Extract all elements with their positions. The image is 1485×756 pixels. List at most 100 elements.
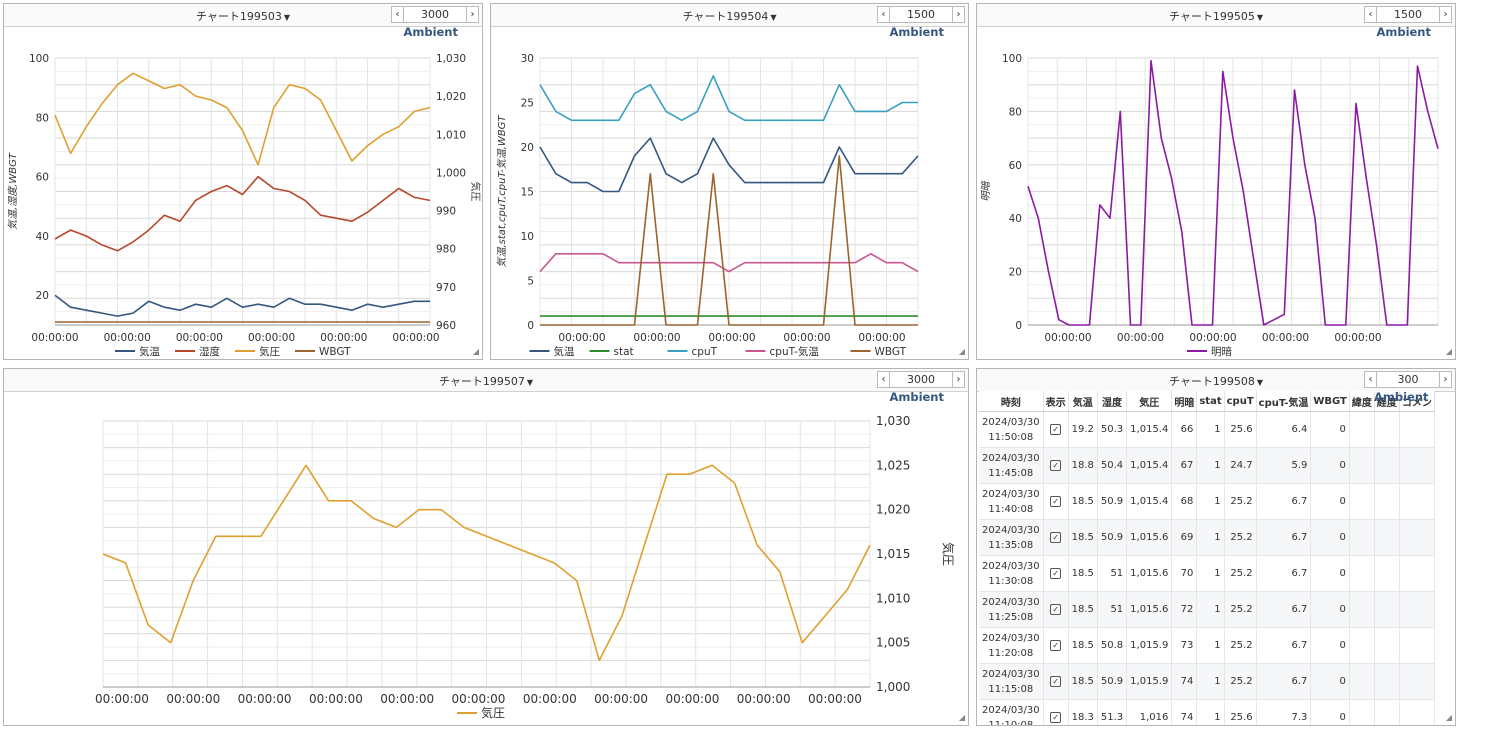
cell-wbgt: 0 bbox=[1310, 591, 1350, 628]
show-checkbox-icon[interactable]: ✓ bbox=[1050, 532, 1062, 543]
table-row[interactable]: 2024/03/30 11:20:08 ✓ 18.5 50.8 1,015.9 73 1 25.… bbox=[979, 627, 1435, 664]
y-tick-label: 80 bbox=[1009, 106, 1022, 118]
y2-tick-label: 1,010 bbox=[436, 129, 466, 141]
prev-button[interactable]: ‹ bbox=[877, 6, 890, 23]
legend-label: 気圧 bbox=[481, 705, 505, 720]
legend-label: stat bbox=[614, 346, 634, 358]
chart-title-dropdown[interactable]: チャート199504 ▼ bbox=[491, 8, 968, 24]
show-checkbox-icon[interactable]: ✓ bbox=[1050, 568, 1062, 579]
chart-title-dropdown[interactable]: チャート199503 ▼ bbox=[4, 8, 482, 24]
resize-handle[interactable]: ◢ bbox=[1445, 713, 1452, 722]
pager: ‹ › bbox=[391, 6, 479, 23]
prev-button[interactable]: ‹ bbox=[1364, 6, 1377, 23]
cell-show: ✓ bbox=[1043, 591, 1069, 628]
column-header[interactable]: 経度 bbox=[1374, 391, 1400, 412]
pager: ‹ › bbox=[877, 371, 965, 388]
show-checkbox-icon[interactable]: ✓ bbox=[1050, 712, 1062, 723]
cell-shitsudo: 50.9 bbox=[1097, 663, 1128, 700]
table-row[interactable]: 2024/03/30 11:10:08 ✓ 18.3 51.3 1,016 74 1 25.6 7… bbox=[979, 699, 1435, 725]
table-row[interactable]: 2024/03/30 11:40:08 ✓ 18.5 50.9 1,015.4 68 1 25.… bbox=[979, 483, 1435, 520]
show-checkbox-icon[interactable]: ✓ bbox=[1050, 640, 1062, 651]
cell-keido bbox=[1374, 519, 1400, 556]
next-button[interactable]: › bbox=[466, 6, 479, 23]
cell-show: ✓ bbox=[1043, 555, 1069, 592]
show-checkbox-icon[interactable]: ✓ bbox=[1050, 676, 1062, 687]
chart-title-dropdown[interactable]: チャート199505 ▼ bbox=[977, 8, 1455, 24]
table-row[interactable]: 2024/03/30 11:50:08 ✓ 19.2 50.3 1,015.4 66 1 25.… bbox=[979, 411, 1435, 448]
table-row[interactable]: 2024/03/30 11:35:08 ✓ 18.5 50.9 1,015.6 69 1 25.… bbox=[979, 519, 1435, 556]
count-input[interactable] bbox=[404, 6, 466, 23]
next-button[interactable]: › bbox=[1439, 371, 1452, 388]
show-checkbox-icon[interactable]: ✓ bbox=[1050, 496, 1062, 507]
y-axis-label: 気温,stat,cpuT,cpuT-気温,WBGT bbox=[496, 115, 508, 268]
resize-handle[interactable]: ◢ bbox=[472, 347, 479, 356]
column-header[interactable]: コメン bbox=[1399, 391, 1435, 412]
column-header[interactable]: 気圧 bbox=[1126, 391, 1173, 412]
column-header[interactable]: cpuT-気温 bbox=[1256, 391, 1312, 412]
cell-meian: 70 bbox=[1171, 555, 1198, 592]
prev-button[interactable]: ‹ bbox=[391, 6, 404, 23]
y-tick-label: 0 bbox=[527, 320, 534, 332]
column-header[interactable]: 湿度 bbox=[1097, 391, 1128, 412]
count-input[interactable] bbox=[890, 6, 952, 23]
y2-tick-label: 1,010 bbox=[876, 591, 910, 605]
table-row[interactable]: 2024/03/30 11:45:08 ✓ 18.8 50.4 1,015.4 67 1 24.… bbox=[979, 447, 1435, 484]
y-tick-label: 60 bbox=[36, 172, 49, 184]
series-line-気圧 bbox=[54, 72, 431, 166]
table-row[interactable]: 2024/03/30 11:15:08 ✓ 18.5 50.9 1,015.9 74 1 25.… bbox=[979, 663, 1435, 700]
x-tick-label: 00:00:00 bbox=[392, 332, 439, 344]
x-tick-label: 00:00:00 bbox=[166, 692, 220, 706]
x-tick-label: 00:00:00 bbox=[783, 332, 830, 344]
chart-panel-199503: チャート199503▼ ‹ › Ambient 100 80 60 40 20 1,030… bbox=[3, 3, 483, 360]
column-header[interactable]: cpuT bbox=[1224, 391, 1257, 412]
column-header[interactable]: stat bbox=[1196, 391, 1225, 412]
y-axis-label: 気温,湿度,WBGT bbox=[7, 152, 19, 230]
chart-199504: 30 25 20 15 10 5 0 気温,stat,cpuT,cpuT-気温,WBGT 00:… bbox=[496, 53, 919, 358]
cell-kiatsu: 1,015.6 bbox=[1126, 591, 1173, 628]
show-checkbox-icon[interactable]: ✓ bbox=[1050, 424, 1062, 435]
y-tick-label: 15 bbox=[521, 187, 534, 199]
count-input[interactable] bbox=[1377, 6, 1439, 23]
next-button[interactable]: › bbox=[952, 6, 965, 23]
next-button[interactable]: › bbox=[1439, 6, 1452, 23]
chart-title-dropdown[interactable]: チャート199507 ▼ bbox=[4, 373, 968, 389]
prev-button[interactable]: ‹ bbox=[877, 371, 890, 388]
y-tick-label: 60 bbox=[1009, 160, 1022, 172]
column-header[interactable]: 時刻 bbox=[979, 391, 1044, 412]
table-row[interactable]: 2024/03/30 11:30:08 ✓ 18.5 51 1,015.6 70 1 25.2 6… bbox=[979, 555, 1435, 592]
cell-stat: 1 bbox=[1196, 555, 1225, 592]
y2-tick-label: 990 bbox=[436, 206, 456, 218]
cell-time: 2024/03/30 11:50:08 bbox=[979, 411, 1044, 448]
pager: ‹ › bbox=[877, 6, 965, 23]
series-line-気温 bbox=[54, 294, 430, 317]
chart-panel-199507: チャート199507▼ ‹ › Ambient 1,030 1,025 1,020 1… bbox=[3, 368, 969, 726]
resize-handle[interactable]: ◢ bbox=[958, 713, 965, 722]
show-checkbox-icon[interactable]: ✓ bbox=[1050, 604, 1062, 615]
x-tick-label: 00:00:00 bbox=[558, 332, 605, 344]
column-header[interactable]: 明暗 bbox=[1171, 391, 1198, 412]
series-line-気圧 bbox=[102, 464, 871, 662]
column-header[interactable]: 気温 bbox=[1068, 391, 1098, 412]
column-header[interactable]: 緯度 bbox=[1349, 391, 1375, 412]
cell-ido bbox=[1349, 411, 1375, 448]
table-panel-199508: チャート199508▼ ‹ › 時刻表示気温湿度気圧明暗statcpuTcpuT… bbox=[976, 368, 1456, 726]
chart-title-dropdown[interactable]: チャート199508 ▼ bbox=[977, 373, 1455, 389]
cell-keido bbox=[1374, 555, 1400, 592]
column-header[interactable]: WBGT bbox=[1310, 391, 1350, 412]
y-tick-label: 40 bbox=[1009, 213, 1022, 225]
resize-handle[interactable]: ◢ bbox=[1445, 347, 1452, 356]
cell-show: ✓ bbox=[1043, 483, 1069, 520]
count-input[interactable] bbox=[1377, 371, 1439, 388]
series-line-cpuT bbox=[539, 75, 918, 122]
cell-cputk: 6.7 bbox=[1256, 555, 1312, 592]
show-checkbox-icon[interactable]: ✓ bbox=[1050, 460, 1062, 471]
cell-stat: 1 bbox=[1196, 411, 1225, 448]
x-tick-label: 00:00:00 bbox=[248, 332, 295, 344]
prev-button[interactable]: ‹ bbox=[1364, 371, 1377, 388]
next-button[interactable]: › bbox=[952, 371, 965, 388]
column-header[interactable]: 表示 bbox=[1043, 391, 1069, 412]
count-input[interactable] bbox=[890, 371, 952, 388]
table-row[interactable]: 2024/03/30 11:25:08 ✓ 18.5 51 1,015.6 72 1 25.2 6… bbox=[979, 591, 1435, 628]
resize-handle[interactable]: ◢ bbox=[958, 347, 965, 356]
series-line-明暗 bbox=[1027, 59, 1439, 326]
